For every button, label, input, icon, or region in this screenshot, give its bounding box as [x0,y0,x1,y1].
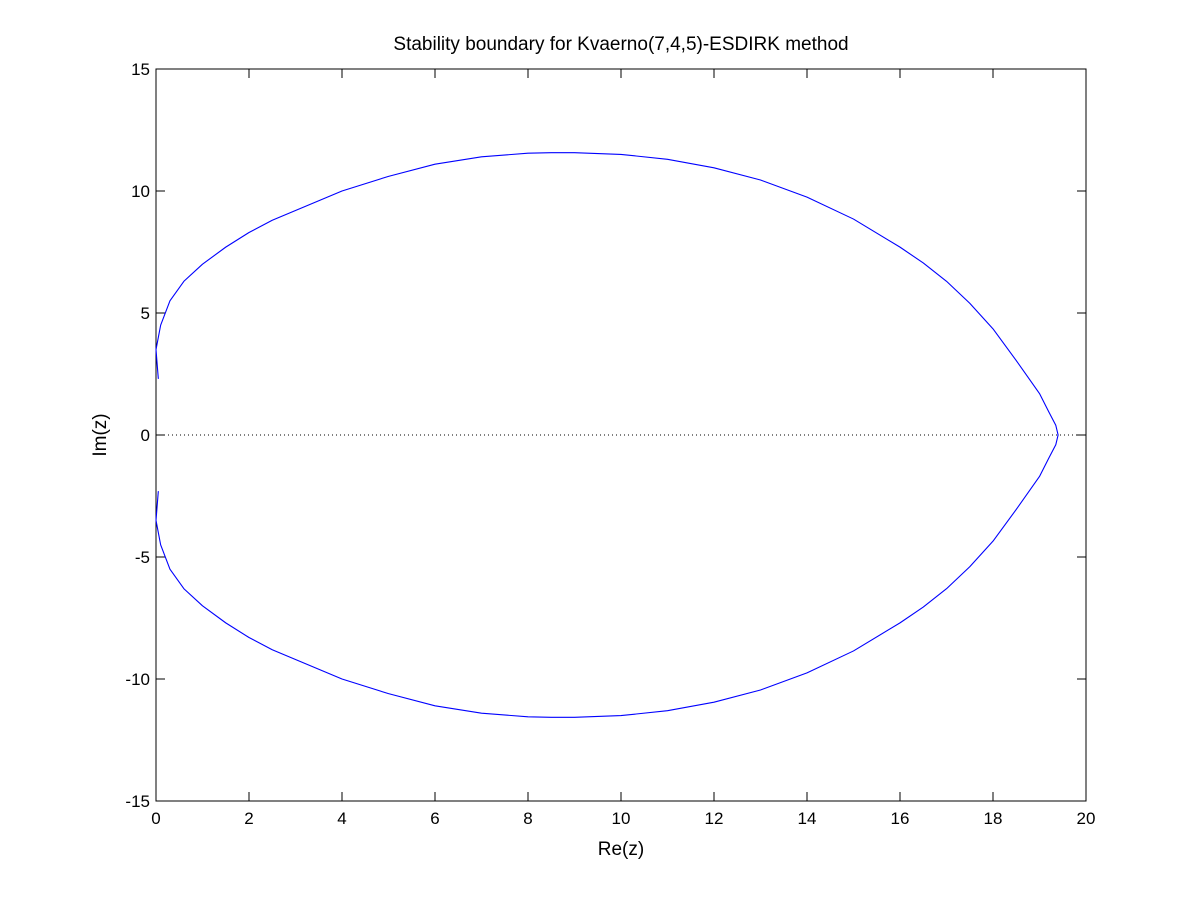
x-tick-label: 4 [337,809,346,828]
x-axis-label: Re(z) [598,839,644,860]
y-axis-label: Im(z) [90,413,111,456]
y-tick-label: -10 [125,670,150,689]
x-tick-label: 8 [523,809,532,828]
x-tick-label: 6 [430,809,439,828]
x-tick-label: 18 [984,809,1003,828]
series-layer [155,152,1086,718]
x-tick-label: 20 [1077,809,1096,828]
x-tick-label: 2 [244,809,253,828]
x-tick-label: 16 [891,809,910,828]
y-tick-label: 0 [141,426,150,445]
y-tick-label: 10 [131,182,150,201]
y-tick-label: 5 [141,304,150,323]
x-tick-label: 14 [798,809,817,828]
x-tick-label: 12 [705,809,724,828]
y-tick-label: -15 [125,792,150,811]
axis-tick-labels: 0 2 4 6 8 10 12 14 16 18 20 -15 -10 -5 0 5 10 15 [125,60,1095,828]
y-tick-label: 15 [131,60,150,79]
stability-boundary-curve [155,152,1059,718]
chart-title: Stability boundary for Kvaerno(7,4,5)-ES… [393,34,848,55]
x-tick-label: 10 [612,809,631,828]
axis-ticks [155,68,1087,802]
x-tick-label: 0 [151,809,160,828]
y-tick-label: -5 [135,548,150,567]
